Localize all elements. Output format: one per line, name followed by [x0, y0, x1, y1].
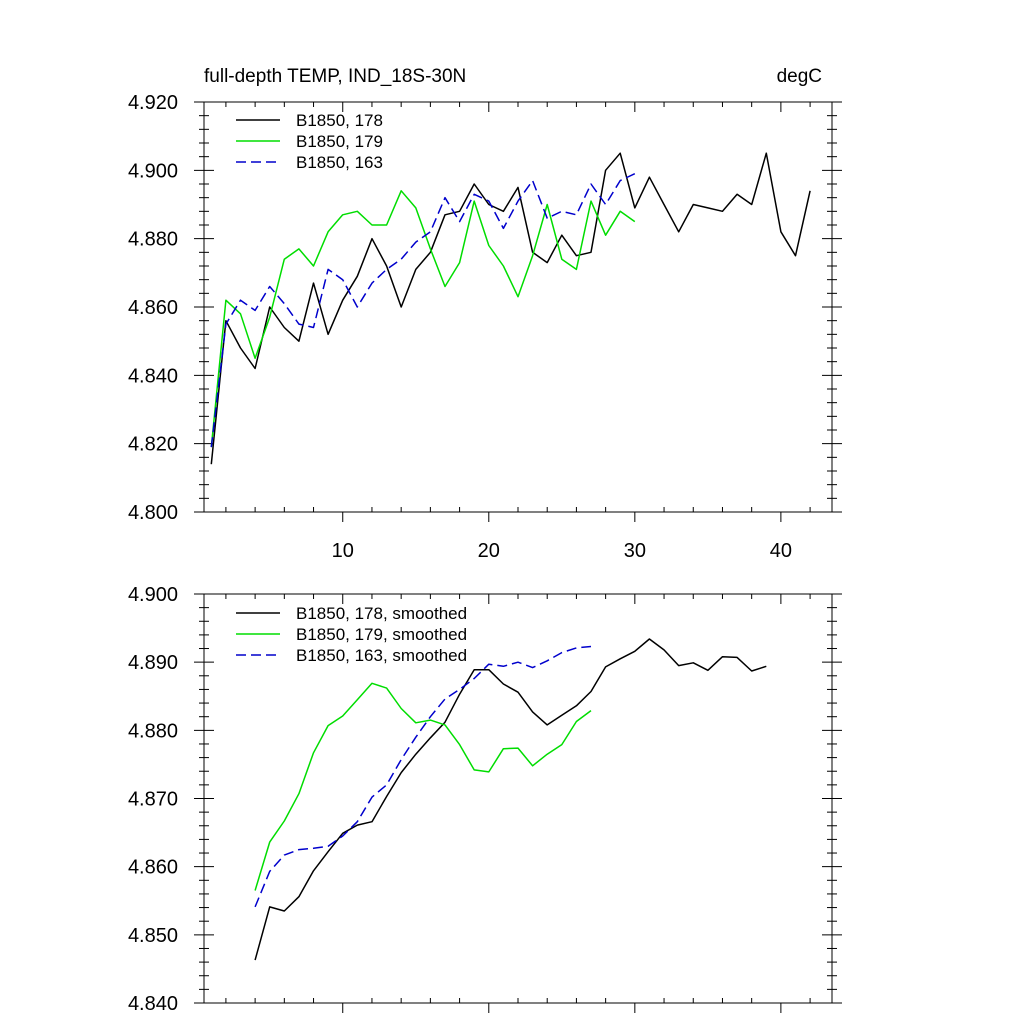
series-line-1	[254, 638, 767, 961]
x-tick-label: 20	[478, 540, 500, 562]
y-tick-label: 4.880	[128, 229, 178, 251]
y-tick-label: 4.850	[128, 925, 178, 947]
series-line-3	[254, 645, 592, 908]
chart-title-right: degC	[777, 66, 822, 87]
legend-label-2: B1850, 179	[296, 132, 383, 151]
legend-label-3: B1850, 163	[296, 153, 383, 172]
legend-label-1: B1850, 178	[296, 111, 383, 130]
y-tick-label: 4.820	[128, 434, 178, 456]
bottom-panel: 4.840 4.850 4.860 4.870 4.880 4.890 4.900 B1850…	[128, 584, 842, 1015]
y-tick-label: 4.900	[128, 160, 178, 182]
y-tick-label: 4.860	[128, 297, 178, 319]
legend-label-1: B1850, 178, smoothed	[296, 604, 467, 623]
y-tick-label: 4.860	[128, 857, 178, 879]
legend-label-2: B1850, 179, smoothed	[296, 625, 467, 644]
x-tick-label: 10	[332, 540, 354, 562]
y-tick-label: 4.840	[128, 993, 178, 1015]
chart-title-left: full-depth TEMP, IND_18S-30N	[204, 66, 466, 87]
y-tick-label: 4.920	[128, 92, 178, 114]
legend-label-3: B1850, 163, smoothed	[296, 646, 467, 665]
series-line-1	[210, 152, 811, 465]
y-tick-label: 4.900	[128, 584, 178, 606]
y-tick-label: 4.880	[128, 720, 178, 742]
series-line-2	[210, 190, 636, 448]
y-tick-label: 4.890	[128, 652, 178, 674]
x-tick-label: 30	[624, 540, 646, 562]
y-tick-label: 4.870	[128, 789, 178, 811]
series-line-3	[210, 173, 636, 448]
top-panel: 10 20 30 40 4.800 4.820 4.840 4.860 4.880 4.900 4.…	[128, 92, 842, 562]
series-line-2	[254, 682, 592, 891]
y-tick-label: 4.840	[128, 365, 178, 387]
x-tick-label: 40	[770, 540, 792, 562]
y-tick-label: 4.800	[128, 502, 178, 524]
